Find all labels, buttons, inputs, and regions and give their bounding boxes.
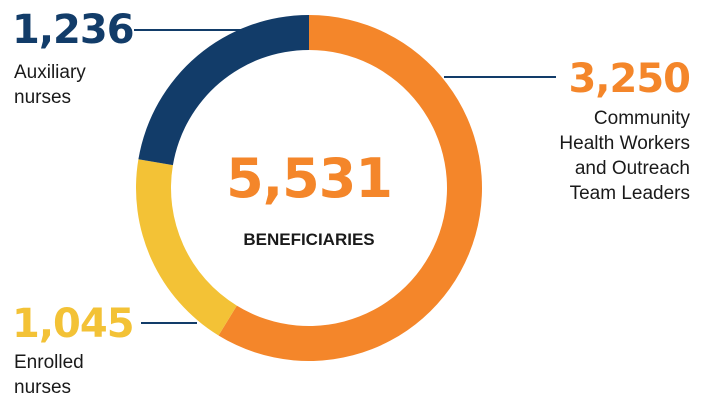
label-line: Auxiliary (14, 62, 86, 83)
label-line: Health Workers (559, 133, 690, 154)
label-line: Community (593, 108, 690, 129)
label-line: and Outreach (574, 158, 690, 179)
donut-segment-community-health-workers (218, 15, 482, 361)
label-enrolled-nurses: Enrolled nurses (14, 350, 84, 400)
label-line: Team Leaders (569, 183, 690, 204)
total-caption: BENEFICIARIES (243, 230, 375, 249)
label-line: nurses (14, 87, 72, 108)
label-line: Enrolled (14, 352, 84, 373)
total-value: 5,531 (226, 147, 393, 210)
value-enrolled-nurses: 1,045 (12, 301, 135, 347)
label-line: nurses (14, 377, 72, 398)
label-auxiliary-nurses: Auxiliary nurses (14, 60, 86, 110)
value-community-health-workers: 3,250 (568, 56, 691, 102)
label-community-health-workers: Community Health Workers and Outreach Te… (559, 106, 690, 206)
value-auxiliary-nurses: 1,236 (12, 7, 135, 53)
donut-segment-enrolled-nurses (135, 159, 237, 336)
donut-segment-auxiliary-nurses (138, 15, 309, 166)
